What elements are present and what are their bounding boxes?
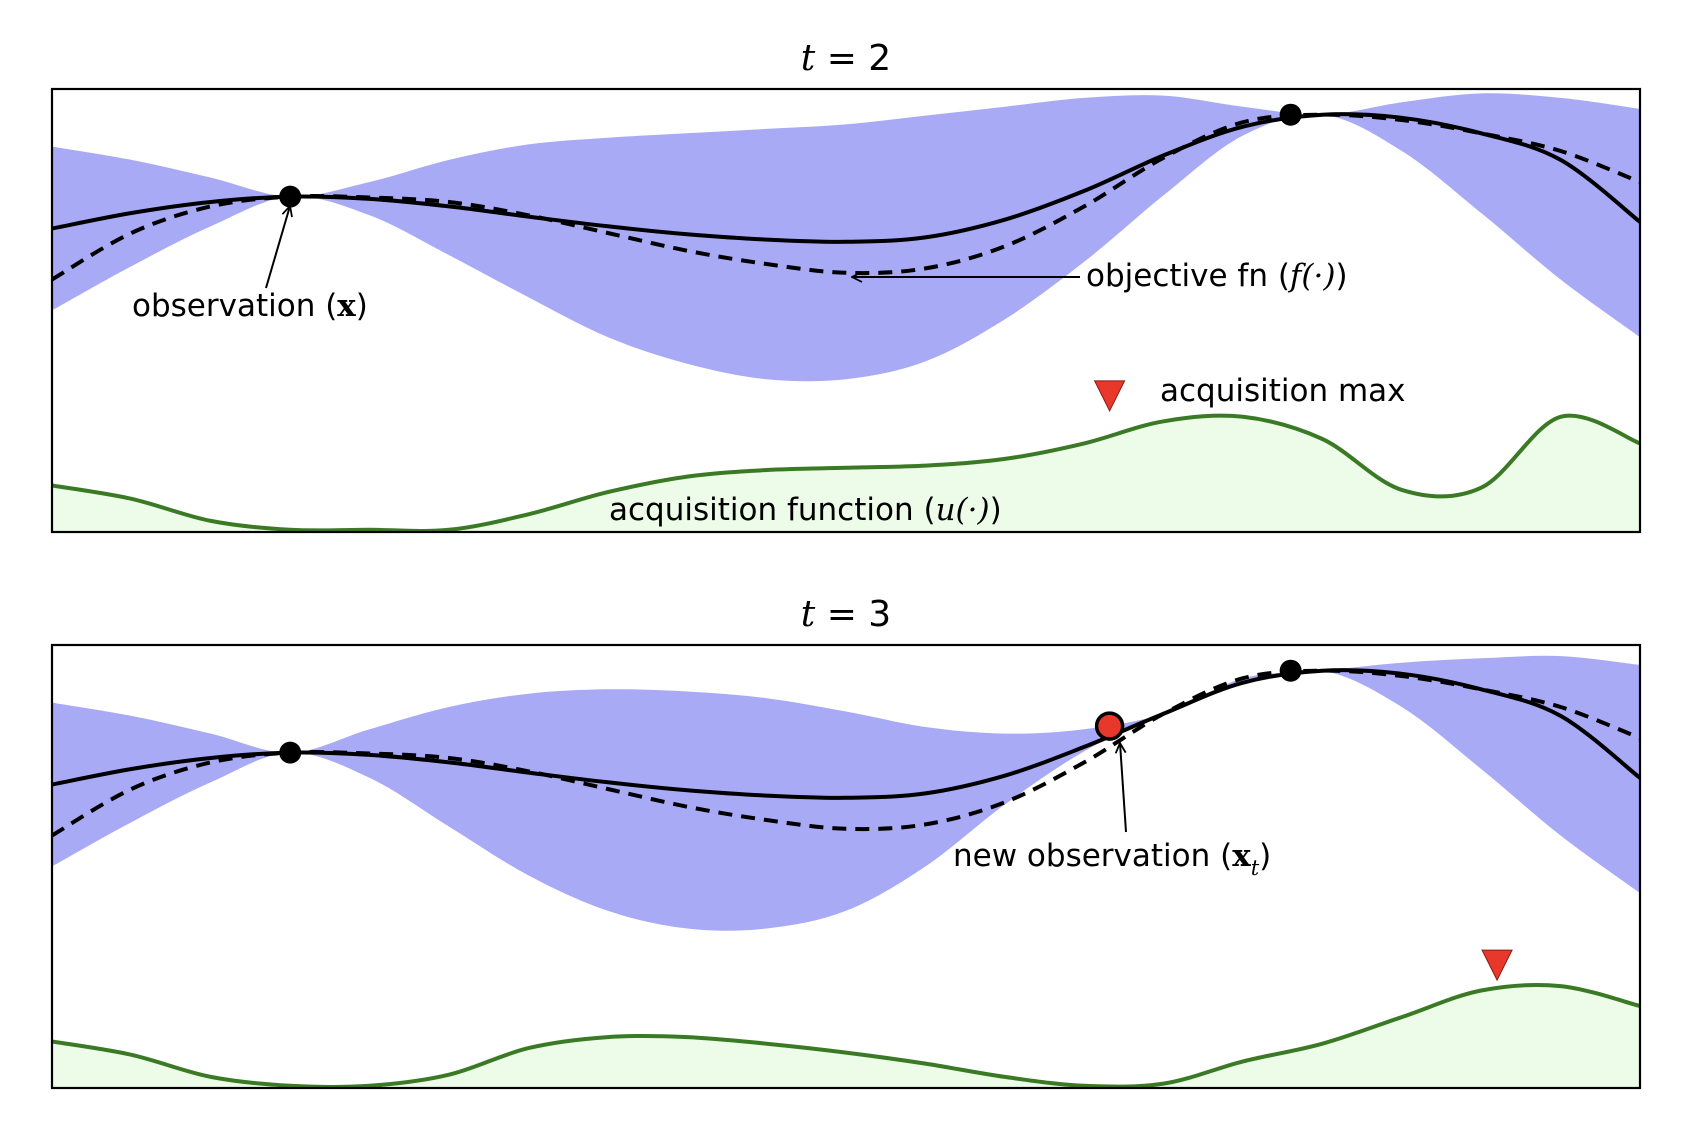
objective-label: objective fn (f(·)) [1086,258,1348,294]
observation-point [1279,103,1302,126]
markers [279,659,1513,982]
acquisition-area [52,415,1640,532]
observation-label: observation (x) [132,288,368,324]
new-observation-point [1094,711,1125,741]
observation-point [279,185,302,208]
uncertainty-band [52,655,1640,931]
objective-function-line [52,668,1640,838]
observation-point [279,741,302,764]
markers [279,103,1302,412]
acquisition-area [52,984,1640,1088]
observation-arrow [265,206,290,289]
panel-t3: t = 3 new observation (xt) [50,594,1642,1090]
objective-function-line [52,112,1640,282]
acquisition-function-line [52,413,1640,532]
new-observation-label: new observation (xt) [953,838,1271,880]
acquisition-max-marker [1093,380,1126,412]
panel-title: t = 2 [801,38,891,79]
observation-point [1279,659,1302,682]
posterior-mean-line [52,668,1640,800]
acquisition-max-marker [1481,949,1513,982]
new-observation-arrow [1120,743,1127,833]
panel-t2: t = 2 observation (x) objective fn (f(·)… [50,38,1642,534]
acquisition-max-label: acquisition max [1160,373,1406,409]
axes-frame [50,643,1642,1090]
acquisition-function-label: acquisition function (u(·)) [609,492,1002,528]
panel-title: t = 3 [801,594,891,635]
acquisition-function-line [52,982,1640,1088]
axes-frame [50,87,1642,534]
posterior-mean-line [52,112,1640,244]
uncertainty-band [52,93,1640,382]
